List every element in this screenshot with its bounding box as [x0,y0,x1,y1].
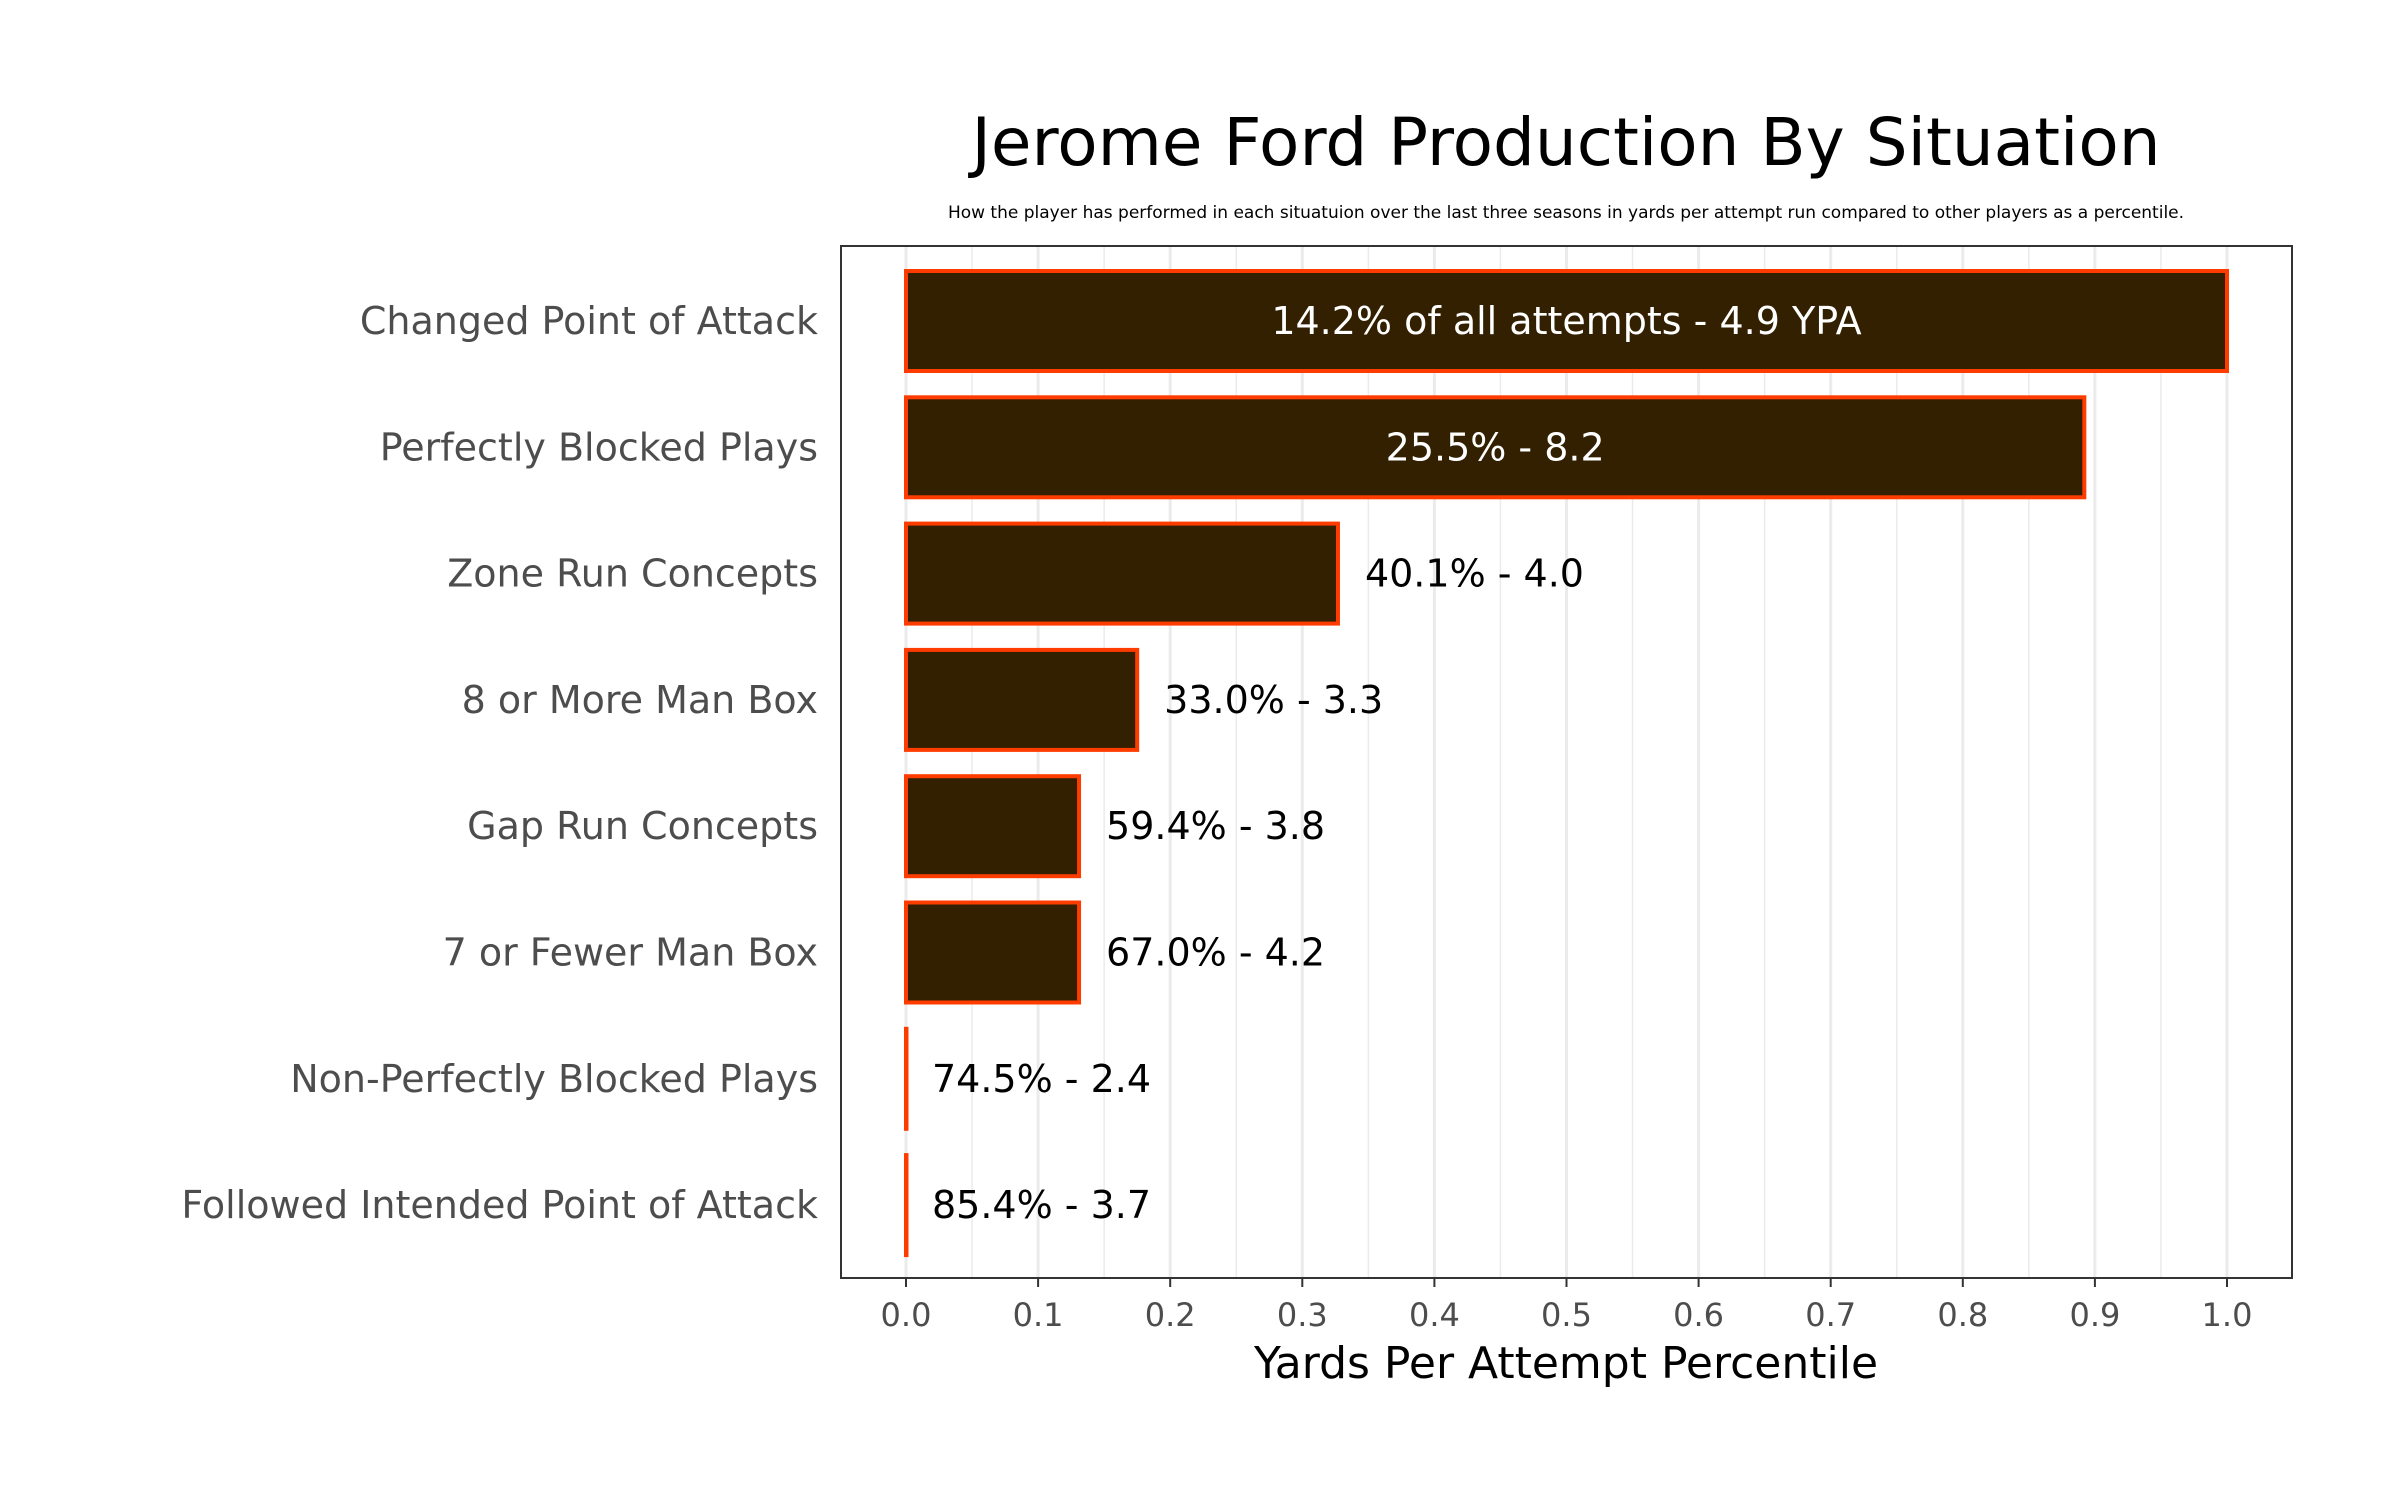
y-category-label: 7 or Fewer Man Box [443,931,818,975]
x-tick-label: 0.1 [1013,1296,1064,1334]
bar [904,521,1340,626]
y-category-label: Zone Run Concepts [447,552,818,596]
bar-data-label: 85.4% - 3.7 [932,1183,1151,1227]
bar [904,395,2087,500]
bar [904,269,2229,373]
x-axis-title: Yards Per Attempt Percentile [1253,1338,1878,1389]
bars: 14.2% of all attempts - 4.9 YPA 25.5% - 8… [904,269,2229,1258]
bar [904,647,1140,752]
x-tick-label: 0.5 [1541,1296,1592,1334]
y-category-label: Changed Point of Attack [360,299,818,343]
x-tick-label: 0.8 [1937,1296,1988,1334]
y-category-label: Non-Perfectly Blocked Plays [290,1057,818,1101]
y-category-label: 8 or More Man Box [462,678,818,722]
bar-data-label: 67.0% - 4.2 [1106,931,1325,975]
x-tick-label: 0.4 [1409,1296,1460,1334]
x-tick-label: 0.9 [2069,1296,2120,1334]
x-tick-label: 1.0 [2202,1296,2253,1334]
x-tick-label: 0.0 [881,1296,932,1334]
bar-data-label: 40.1% - 4.0 [1365,552,1584,596]
x-tick-label: 0.7 [1805,1296,1856,1334]
chart-title: Jerome Ford Production By Situation [967,104,2160,181]
bar-data-label: 33.0% - 3.3 [1164,678,1383,722]
bar-data-label: 74.5% - 2.4 [932,1057,1151,1101]
x-axis-ticks: 0.0 0.1 0.2 0.3 0.4 0.5 0.6 0.7 0.8 0.9 1.0 [881,1278,2253,1334]
bar [904,1153,909,1258]
bar-data-label: 25.5% - 8.2 [1386,425,1605,469]
x-tick-label: 0.2 [1145,1296,1196,1334]
y-category-label: Followed Intended Point of Attack [181,1183,818,1227]
y-category-label: Perfectly Blocked Plays [380,425,818,469]
bar-data-label: 59.4% - 3.8 [1106,804,1325,848]
bar [904,900,1082,1005]
chart-subtitle: How the player has performed in each sit… [948,203,2184,223]
bar-data-label: 14.2% of all attempts - 4.9 YPA [1271,299,1861,343]
bar [904,774,1082,879]
x-tick-label: 0.3 [1277,1296,1328,1334]
y-category-label: Gap Run Concepts [467,804,818,848]
y-axis-labels: Changed Point of Attack Perfectly Blocked… [181,299,818,1227]
bar [904,1026,909,1131]
x-tick-label: 0.6 [1673,1296,1724,1334]
